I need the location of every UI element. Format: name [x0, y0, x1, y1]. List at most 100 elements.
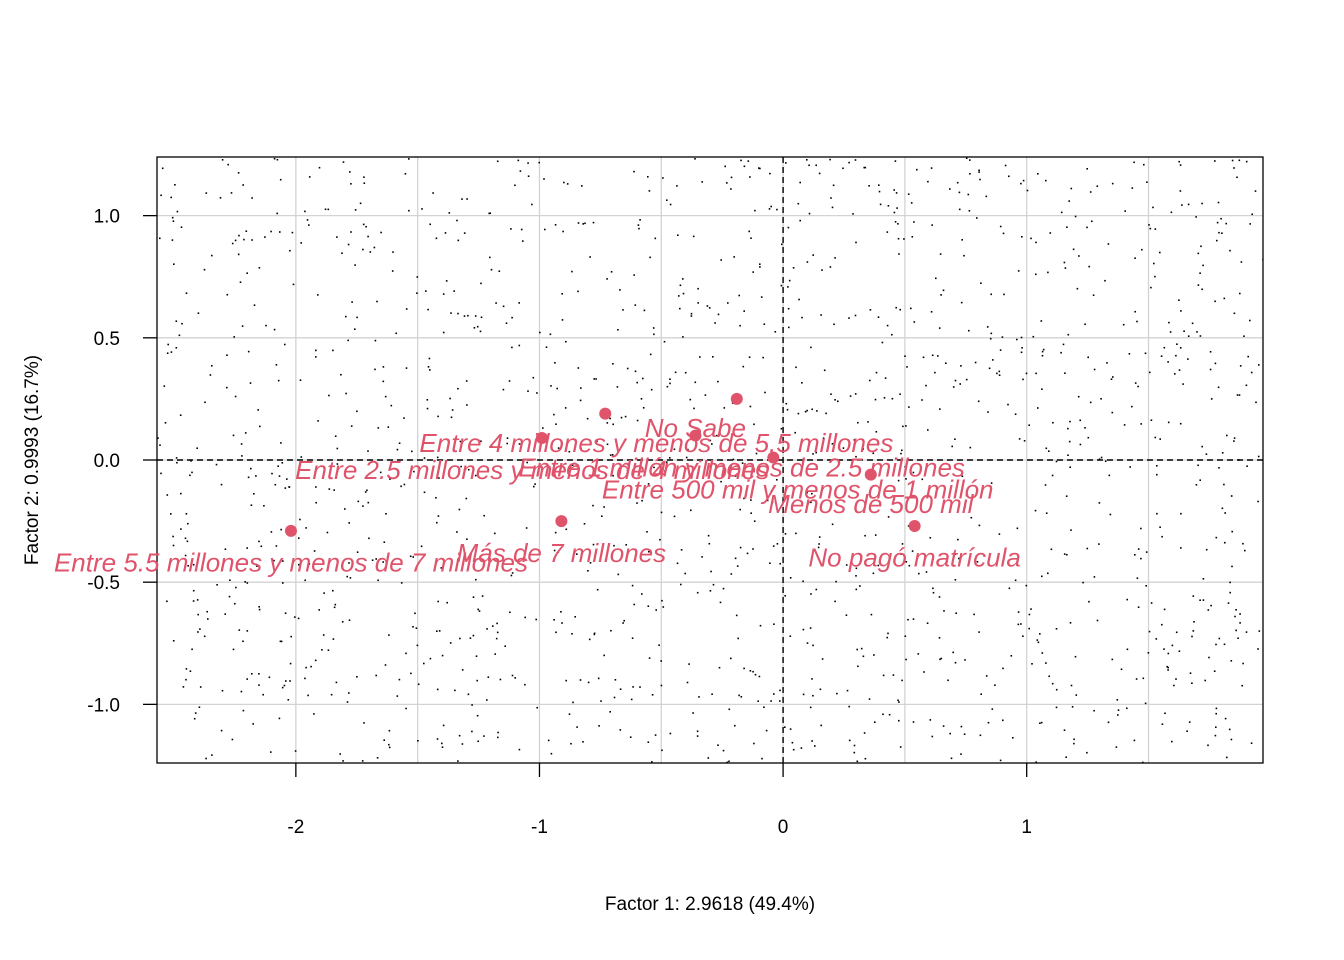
background-dot — [1205, 453, 1208, 455]
background-dot — [498, 270, 501, 272]
background-dot — [688, 663, 690, 665]
background-dot — [978, 631, 980, 633]
background-dot — [647, 605, 650, 607]
background-dot — [307, 694, 309, 697]
background-dot — [246, 630, 249, 632]
background-dot — [182, 686, 185, 688]
background-dot — [629, 736, 632, 738]
background-dot — [893, 211, 896, 214]
background-dot — [868, 185, 870, 187]
background-dot — [741, 462, 744, 464]
background-dot — [677, 234, 679, 236]
background-dot — [1168, 321, 1170, 324]
background-dot — [333, 606, 336, 609]
background-dot — [273, 559, 275, 562]
background-dot — [1202, 264, 1204, 267]
background-dot — [456, 531, 458, 533]
background-dot — [789, 728, 792, 730]
background-dot — [327, 208, 330, 211]
background-dot — [951, 445, 953, 448]
background-dot — [429, 369, 431, 371]
background-dot — [987, 721, 990, 724]
background-dot — [542, 427, 544, 429]
background-dot — [991, 708, 994, 710]
background-dot — [811, 492, 813, 495]
background-dot — [238, 629, 241, 631]
background-dot — [270, 230, 272, 233]
background-dot — [1134, 310, 1136, 313]
background-dot — [905, 658, 907, 661]
background-dot — [883, 397, 886, 399]
background-dot — [1218, 231, 1220, 234]
background-dot — [1042, 348, 1045, 351]
background-dot — [1014, 579, 1017, 582]
background-dot — [961, 239, 963, 241]
background-dot — [818, 172, 821, 175]
background-dot — [349, 171, 351, 173]
background-dot — [1144, 352, 1147, 355]
background-dot — [237, 172, 240, 174]
background-dot — [1116, 699, 1119, 701]
background-dot — [682, 336, 684, 338]
background-dot — [549, 333, 552, 336]
background-dot — [682, 292, 685, 295]
background-dot — [1167, 421, 1170, 424]
background-dot — [769, 172, 771, 175]
background-dot — [323, 592, 325, 594]
background-dot — [825, 412, 827, 415]
background-dot — [555, 631, 557, 634]
background-dot — [895, 457, 897, 460]
background-dot — [617, 329, 619, 331]
background-dot — [697, 302, 699, 304]
background-dot — [1225, 222, 1227, 225]
background-dot — [734, 724, 736, 727]
background-dot — [904, 355, 906, 357]
background-dot — [1112, 376, 1114, 378]
background-dot — [791, 741, 794, 744]
background-dot — [859, 585, 861, 587]
background-dot — [931, 224, 933, 226]
background-dot — [446, 601, 448, 604]
background-dot — [1183, 330, 1185, 332]
background-dot — [450, 312, 452, 314]
background-dot — [383, 739, 385, 741]
background-dot — [554, 531, 557, 534]
background-dot — [610, 629, 612, 632]
background-dot — [1243, 335, 1245, 337]
background-dot — [1150, 419, 1153, 421]
background-dot — [762, 356, 764, 359]
background-dot — [374, 368, 376, 371]
background-dot — [927, 180, 929, 183]
background-dot — [408, 158, 410, 160]
background-dot — [373, 246, 376, 249]
background-dot — [964, 659, 966, 661]
background-dot — [1249, 223, 1251, 225]
background-dot — [1028, 627, 1030, 630]
background-dot — [1221, 452, 1224, 454]
background-dot — [246, 272, 248, 274]
background-dot — [854, 393, 857, 395]
background-scatter — [157, 157, 1263, 763]
background-dot — [192, 589, 195, 592]
background-dot — [167, 343, 169, 346]
background-dot — [937, 355, 939, 357]
background-dot — [673, 448, 676, 451]
background-dot — [837, 400, 839, 403]
background-dot — [1167, 652, 1170, 655]
background-dot — [544, 228, 546, 231]
background-dot — [646, 531, 648, 533]
background-dot — [717, 313, 720, 316]
background-dot — [562, 230, 564, 233]
background-dot — [1179, 422, 1182, 425]
background-dot — [461, 198, 463, 200]
background-dot — [976, 217, 978, 219]
background-dot — [494, 532, 496, 535]
background-dot — [785, 162, 787, 164]
background-dot — [231, 738, 234, 741]
background-dot — [170, 196, 172, 199]
background-dot — [483, 514, 485, 517]
background-dot — [526, 461, 528, 464]
background-dot — [1007, 403, 1009, 406]
background-dot — [758, 167, 760, 169]
